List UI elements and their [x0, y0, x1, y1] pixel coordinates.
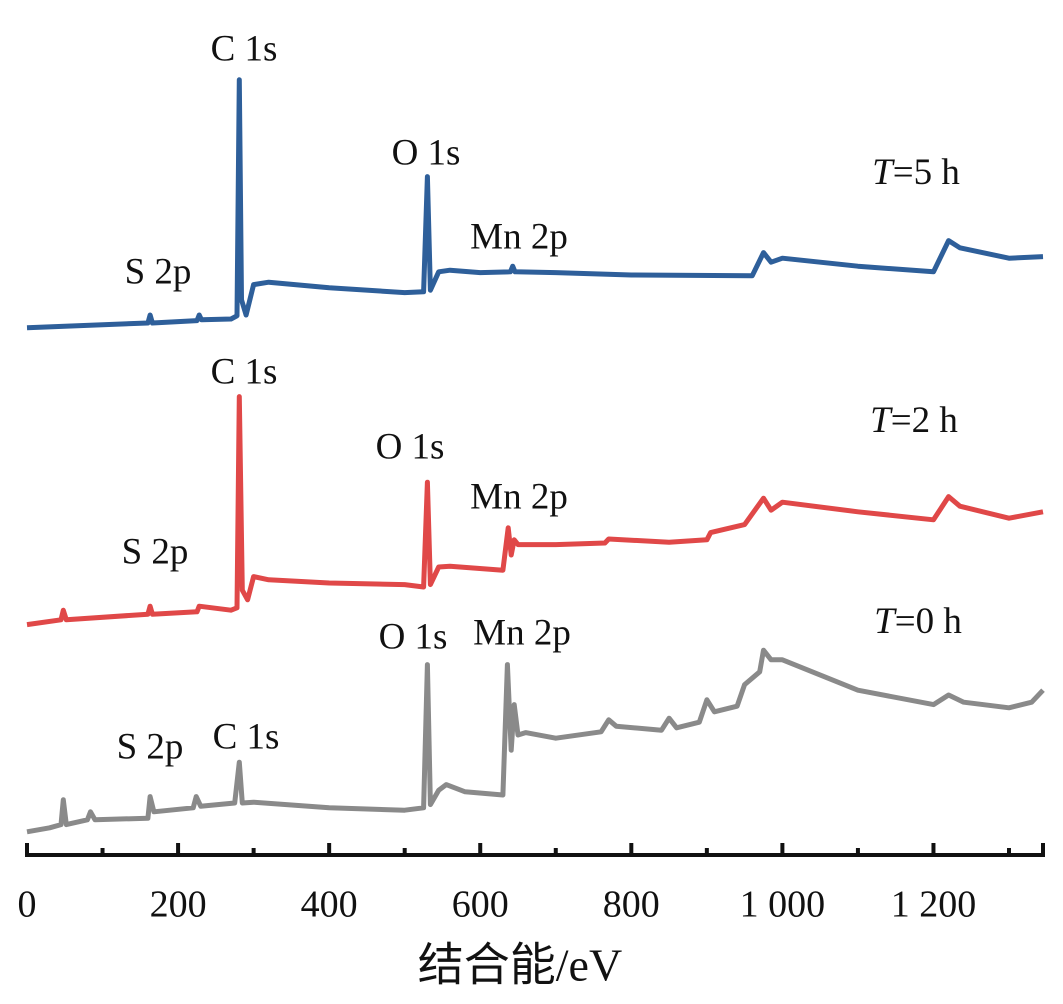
peak-label: S 2p [117, 726, 184, 767]
peak-label: C 1s [213, 716, 280, 757]
x-tick-label: 400 [301, 884, 358, 926]
peak-label: S 2p [125, 251, 192, 292]
x-tick-label: 800 [603, 884, 660, 926]
peak-label: S 2p [122, 531, 189, 572]
peak-label: Mn 2p [473, 612, 571, 653]
spectrum-line [26, 77, 1044, 331]
series-label: T=5 h [872, 152, 960, 193]
peak-label: C 1s [211, 28, 278, 69]
x-tick-label: 200 [150, 884, 207, 926]
peak-label: Mn 2p [470, 476, 568, 517]
spectrum-line [26, 647, 1045, 835]
series-label: T=0 h [874, 601, 962, 642]
peak-label: Mn 2p [470, 216, 568, 257]
series-label: T=2 h [870, 400, 958, 441]
x-tick-label: 1 000 [740, 884, 826, 926]
spectrum-line [26, 394, 1044, 628]
x-tick-label: 600 [452, 884, 509, 926]
x-tick-label: 1 200 [891, 884, 977, 926]
x-tick-label: 0 [18, 884, 37, 926]
peak-label: C 1s [211, 351, 278, 392]
peak-label: O 1s [392, 132, 461, 173]
peak-label: O 1s [379, 616, 448, 657]
x-axis-label: 结合能/eV [418, 940, 622, 991]
peak-label: O 1s [376, 426, 445, 467]
